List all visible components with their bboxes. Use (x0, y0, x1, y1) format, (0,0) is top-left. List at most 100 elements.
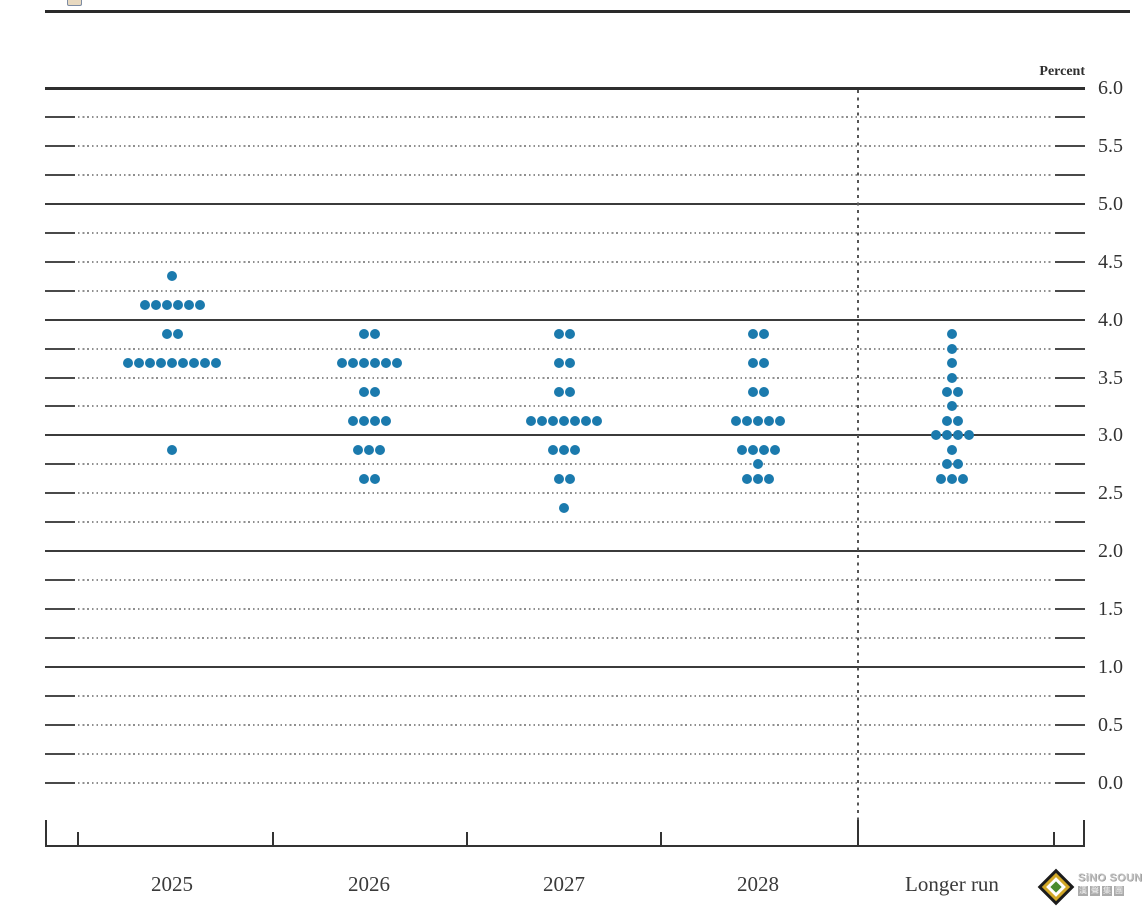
gridline-left-tick-4.25 (45, 289, 75, 292)
gridline-right-tick-1.5 (1055, 608, 1085, 611)
projection-dot (553, 358, 564, 369)
projection-dot (764, 473, 774, 484)
projection-dot (391, 358, 402, 369)
gridline-right-tick-0.75 (1055, 694, 1085, 697)
projection-dot (200, 358, 210, 369)
gridline-right-tick-4.25 (1055, 289, 1085, 292)
gridline-dotted-2.5 (78, 492, 1052, 495)
projection-dot (358, 358, 369, 369)
projection-dot (941, 459, 952, 470)
gridline-dotted-5.75 (78, 115, 1052, 118)
gridline-left-tick-2.75 (45, 463, 75, 466)
gridline-right-tick-3.5 (1055, 376, 1085, 379)
projection-dot (947, 329, 957, 340)
projection-dot (380, 415, 391, 426)
x-axis-minor-tick (1053, 832, 1055, 845)
gridline-left-tick-0 (45, 781, 75, 784)
watermark-cjk-char: 集 (1102, 886, 1112, 896)
gridline-dotted-3.75 (78, 347, 1052, 350)
gridline-left-tick-2.25 (45, 521, 75, 524)
gridline-right-tick-5.25 (1055, 173, 1085, 176)
projection-dot (753, 473, 763, 484)
gridline-dotted-4.25 (78, 289, 1052, 292)
gridline-solid-6 (45, 87, 1085, 90)
projection-dot (758, 329, 769, 340)
projection-dot (941, 430, 952, 441)
gridline-left-tick-3.75 (45, 347, 75, 350)
gridline-dotted-1.5 (78, 608, 1052, 611)
projection-dot (753, 459, 763, 470)
gridline-dotted-5.25 (78, 173, 1052, 176)
projection-dot (358, 329, 369, 340)
gridline-dotted-1.25 (78, 637, 1052, 640)
projection-dot (347, 415, 358, 426)
gridline-solid-1 (45, 666, 1085, 668)
projection-dot (553, 329, 564, 340)
projection-dot (564, 329, 575, 340)
gridline-dotted-0.5 (78, 723, 1052, 726)
projection-dot (564, 358, 575, 369)
projection-dot (211, 358, 221, 369)
gridline-right-tick-0 (1055, 781, 1085, 784)
x-axis-end-tick (1083, 820, 1085, 845)
gridline-left-tick-2.5 (45, 492, 75, 495)
gridline-right-tick-1.75 (1055, 579, 1085, 582)
watermark-cjk-char: 漢 (1078, 886, 1088, 896)
projection-dot (941, 415, 952, 426)
y-axis-label: 0.0 (1098, 771, 1123, 794)
gridline-solid-2 (45, 550, 1085, 553)
gridline-dotted-4.5 (78, 260, 1052, 263)
x-axis-label-2025: 2025 (151, 872, 193, 896)
gridline-left-tick-5.75 (45, 115, 75, 118)
projection-dot (353, 444, 363, 455)
x-axis-label-2028: 2028 (737, 872, 779, 896)
projection-dot (564, 386, 575, 397)
projection-dot (369, 386, 380, 397)
x-axis-line (45, 845, 1085, 847)
y-axis-label: 0.5 (1098, 713, 1123, 736)
projection-dot (358, 473, 369, 484)
y-axis-label: 5.5 (1098, 134, 1123, 157)
projection-dot (947, 401, 957, 412)
projection-dot (150, 300, 161, 311)
projection-dot (369, 415, 380, 426)
watermark-cjk-char: 團 (1114, 886, 1124, 896)
gridline-left-tick-3.5 (45, 376, 75, 379)
projection-dot (369, 473, 380, 484)
projection-dot (172, 300, 183, 311)
projection-dot (194, 300, 205, 311)
projection-dot (947, 444, 957, 455)
projection-dot (947, 358, 957, 369)
y-axis-label: 2.0 (1098, 540, 1123, 563)
projection-dot (753, 415, 763, 426)
x-axis-end-tick (45, 820, 47, 845)
projection-dot (178, 358, 188, 369)
gridline-right-tick-0.25 (1055, 752, 1085, 755)
projection-dot (564, 473, 575, 484)
gridline-dotted-0.25 (78, 752, 1052, 755)
projection-dot (183, 300, 194, 311)
watermark-cjk-text: 漢聲集團 (1078, 886, 1140, 896)
projection-dot (747, 329, 758, 340)
projection-dot (963, 430, 974, 441)
projection-dot (936, 473, 946, 484)
projection-dot (742, 415, 752, 426)
gridline-right-tick-4.75 (1055, 231, 1085, 234)
gridline-right-tick-4.5 (1055, 260, 1085, 263)
gridline-left-tick-1.75 (45, 579, 75, 582)
projection-dot (553, 386, 564, 397)
projection-dot (167, 358, 177, 369)
x-axis-minor-tick (77, 832, 79, 845)
projection-dot (559, 502, 569, 513)
projection-dot (592, 415, 602, 426)
projection-dot (548, 444, 558, 455)
cropped-text-fragment (67, 0, 82, 6)
gridline-dotted-4.75 (78, 231, 1052, 234)
x-axis-label-longer-run: Longer run (905, 872, 999, 896)
projection-dot (369, 358, 380, 369)
projection-dot (358, 386, 369, 397)
projection-dot (156, 358, 166, 369)
projection-dot (958, 473, 968, 484)
